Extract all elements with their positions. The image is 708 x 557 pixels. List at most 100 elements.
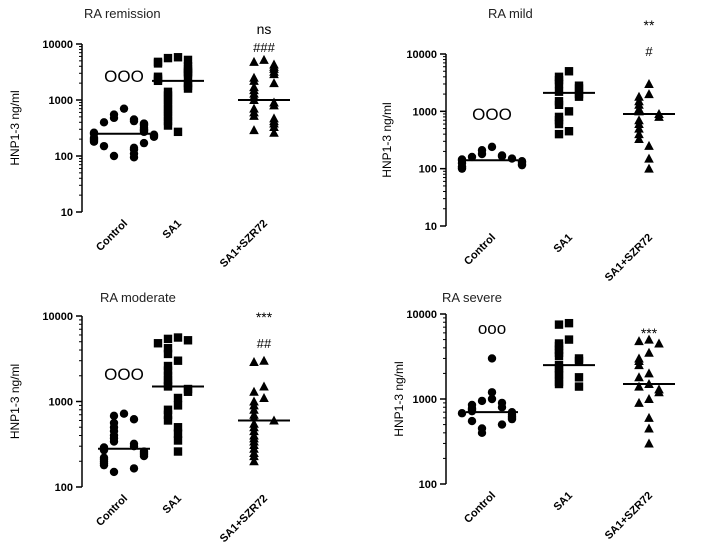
data-point-circle <box>467 152 477 162</box>
data-point-square <box>153 339 163 348</box>
category-label: SA1+SZR72 <box>218 218 270 270</box>
chart-panel-2: RA moderate 100 1000 10000 HNP1-3 ng/ml Contr… <box>8 290 290 545</box>
significance-annotation: # <box>645 44 653 59</box>
data-point-triangle <box>249 456 259 466</box>
data-point-triangle <box>644 347 654 357</box>
tick-label: 100 <box>55 482 73 494</box>
data-point-triangle <box>259 54 269 64</box>
data-point-square <box>554 100 564 110</box>
data-point-square <box>163 410 173 419</box>
data-point-circle <box>477 396 487 406</box>
significance-annotation: ### <box>253 40 275 55</box>
data-point-triangle <box>259 355 269 365</box>
data-point-circle <box>497 420 507 429</box>
data-point-circle <box>99 118 109 127</box>
data-point-square <box>564 335 574 344</box>
data-point-square <box>183 336 193 345</box>
y-axis-label: HNP1-3 ng/ml <box>8 90 22 165</box>
chart-panel-1: RA mild 10 100 1000 10000 HNP1-3 ng/ml Control… <box>380 6 675 284</box>
data-point-circle <box>487 142 497 152</box>
data-point-triangle <box>644 394 654 403</box>
data-point-square <box>173 429 183 438</box>
data-point-circle <box>89 137 99 146</box>
category-label: SA1+SZR72 <box>603 232 655 284</box>
category-label: SA1+SZR72 <box>603 490 655 542</box>
data-point-triangle <box>644 438 654 448</box>
data-point-square <box>163 349 173 359</box>
data-point-circle <box>139 451 149 461</box>
data-point-triangle <box>259 392 269 402</box>
data-point-circle <box>507 154 517 163</box>
data-point-triangle <box>269 100 279 110</box>
tick-label: 10000 <box>42 311 73 323</box>
chart-panel-0: RA remission 10 100 1000 10000 HNP1-3 ng/ml Co… <box>8 6 290 270</box>
data-point-triangle <box>269 69 279 79</box>
data-point-triangle <box>269 127 279 137</box>
category-label: SA1 <box>551 232 575 256</box>
tick-label: 1000 <box>49 95 73 107</box>
data-point-triangle <box>644 153 654 163</box>
data-point-triangle <box>634 336 644 346</box>
data-point-square <box>163 361 173 371</box>
category-label: Control <box>462 490 498 526</box>
significance-vs-control: OOO <box>104 67 144 86</box>
data-point-square <box>173 401 183 410</box>
data-point-square <box>554 87 564 96</box>
data-point-triangle <box>644 412 654 422</box>
data-point-circle <box>457 409 467 418</box>
data-point-square <box>163 416 173 425</box>
data-point-circle <box>457 164 467 173</box>
data-point-square <box>183 70 193 80</box>
data-point-square <box>163 334 173 344</box>
significance-annotation: *** <box>256 309 273 325</box>
data-point-circle <box>487 354 497 363</box>
data-point-circle <box>109 437 119 446</box>
tick-label: 100 <box>419 164 437 176</box>
category-label: Control <box>94 218 130 254</box>
data-point-square <box>173 127 183 137</box>
data-point-triangle <box>249 110 259 120</box>
data-point-square <box>163 99 173 109</box>
data-point-triangle <box>644 423 654 433</box>
category-label: Control <box>94 493 130 529</box>
data-point-circle <box>99 445 109 455</box>
data-point-triangle <box>644 368 654 378</box>
data-point-square <box>173 423 183 432</box>
data-point-circle <box>129 116 139 126</box>
tick-label: 10 <box>425 221 437 233</box>
data-point-square <box>574 382 584 391</box>
data-point-square <box>554 119 564 129</box>
data-point-triangle <box>249 404 259 414</box>
data-point-triangle <box>644 163 654 173</box>
data-point-circle <box>99 141 109 151</box>
tick-label: 100 <box>419 479 437 491</box>
data-point-circle <box>487 388 497 397</box>
data-point-square <box>163 405 173 414</box>
data-point-circle <box>109 151 119 161</box>
significance-annotation: ns <box>257 21 272 37</box>
data-point-triangle <box>634 360 644 370</box>
significance-vs-control: OOO <box>472 105 512 124</box>
significance-annotation: *** <box>641 325 658 341</box>
data-point-square <box>163 121 173 130</box>
tick-label: 10000 <box>42 39 73 51</box>
data-point-triangle <box>249 75 259 85</box>
significance-vs-control: OOO <box>104 365 144 384</box>
data-point-square <box>564 107 574 116</box>
y-axis-label: HNP1-3 ng/ml <box>392 361 406 436</box>
data-point-circle <box>477 149 487 159</box>
data-point-triangle <box>644 334 654 344</box>
tick-label: 1000 <box>413 394 437 406</box>
data-point-square <box>163 375 173 384</box>
category-label: SA1 <box>160 218 184 242</box>
data-point-square <box>173 436 183 445</box>
data-point-triangle <box>269 121 279 131</box>
data-point-square <box>554 351 564 361</box>
chart-panel-3: RA severe 100 1000 10000 HNP1-3 ng/ml Control… <box>392 290 675 542</box>
data-point-square <box>183 387 193 396</box>
y-axis-label: HNP1-3 ng/ml <box>8 364 22 439</box>
data-point-square <box>173 356 183 365</box>
data-point-square <box>163 112 173 122</box>
data-point-square <box>574 356 584 366</box>
data-point-triangle <box>634 123 644 133</box>
